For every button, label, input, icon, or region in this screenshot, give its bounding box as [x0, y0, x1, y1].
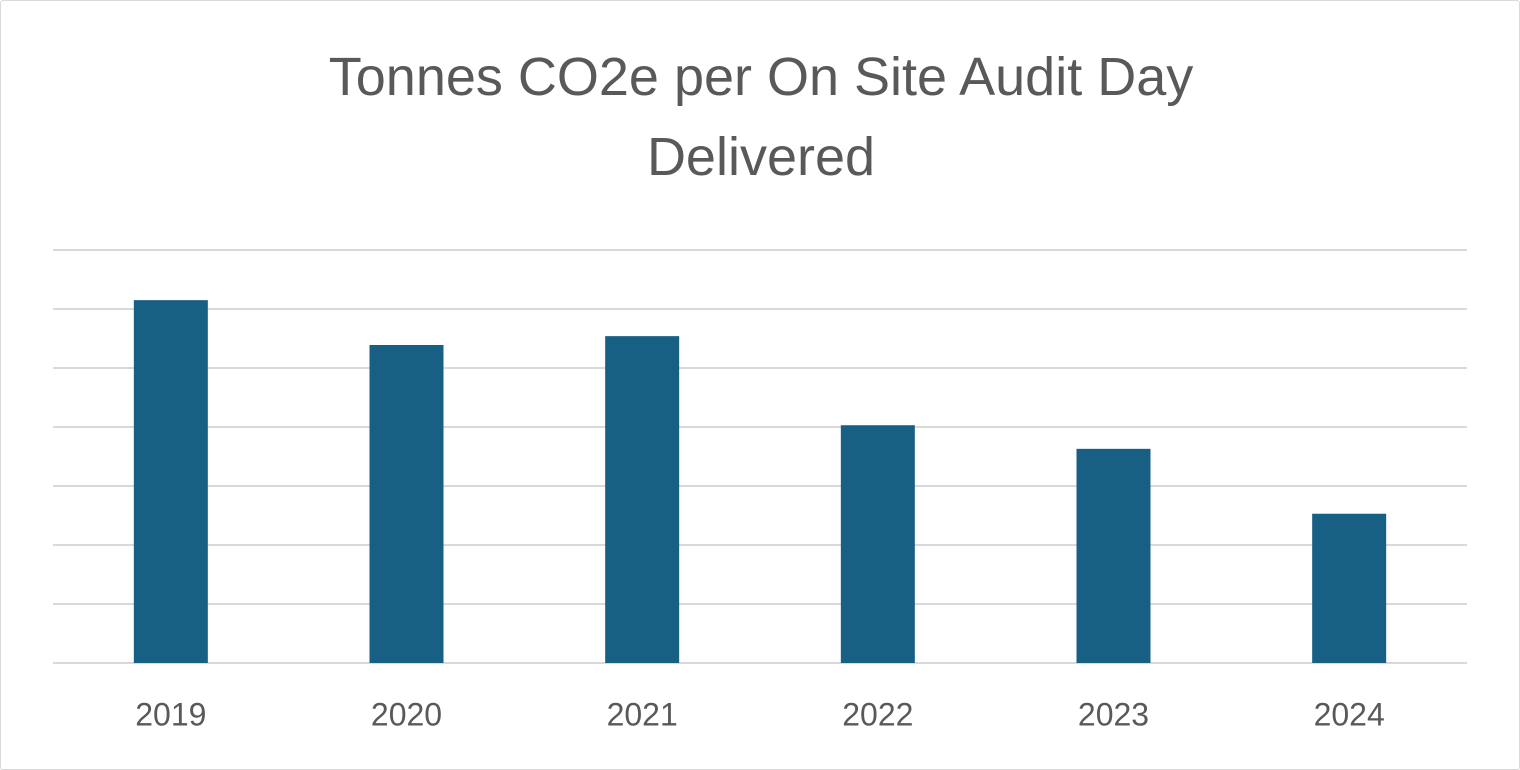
bar [840, 425, 915, 663]
x-tick-label: 2022 [842, 696, 913, 732]
bar [369, 344, 444, 663]
x-tick-label: 2023 [1078, 696, 1149, 732]
bar [133, 300, 208, 663]
x-tick-label: 2024 [1314, 696, 1385, 732]
x-tick-label: 2021 [607, 696, 678, 732]
x-tick-label: 2020 [371, 696, 442, 732]
chart-title: Tonnes CO2e per On Site Audit Day Delive… [328, 47, 1194, 187]
bar [605, 336, 680, 663]
bar [1076, 448, 1151, 663]
x-tick-label: 2019 [135, 696, 206, 732]
bar [1312, 513, 1387, 663]
